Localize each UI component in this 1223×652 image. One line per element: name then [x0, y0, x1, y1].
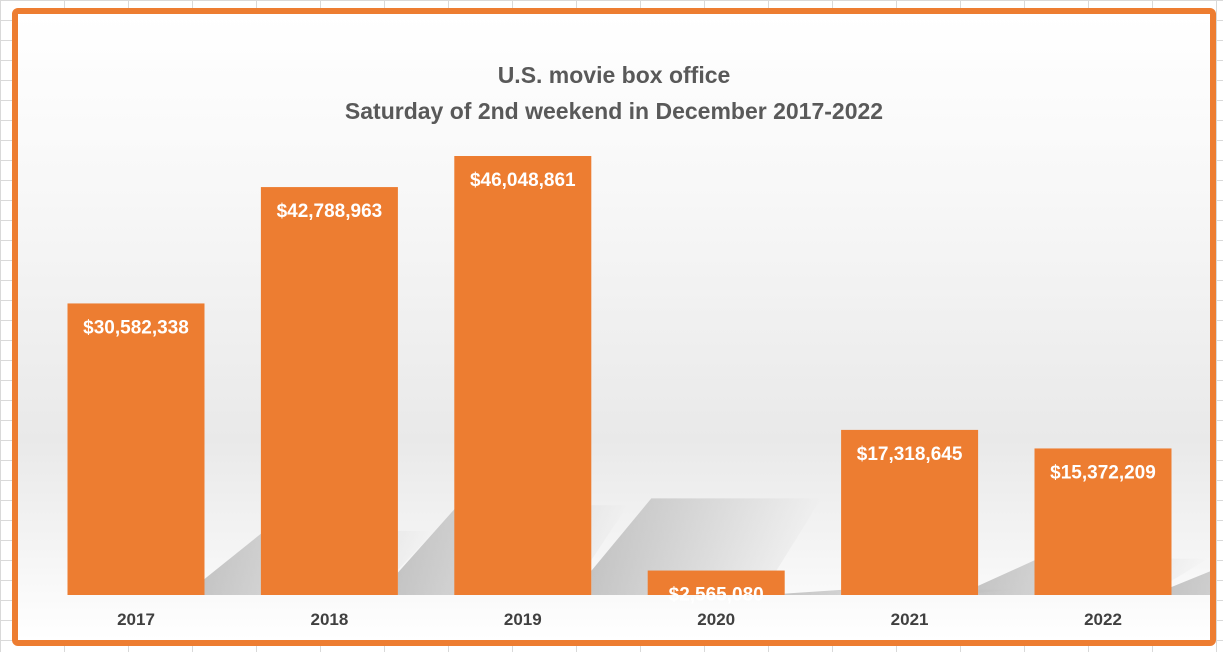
x-tick-label-2018: 2018 [310, 610, 348, 629]
chart-subtitle: Saturday of 2nd weekend in December 2017… [344, 98, 884, 124]
bar-shadow [1171, 571, 1210, 595]
data-label-2017: $30,582,338 [83, 317, 189, 338]
bar-2021[interactable] [841, 429, 979, 595]
data-label-2021: $17,318,645 [857, 444, 963, 465]
x-tick-label-2020: 2020 [697, 610, 735, 629]
data-label-2020: $2,565,080 [669, 585, 764, 606]
data-label-2019: $46,048,861 [470, 170, 576, 191]
x-tick-label-2017: 2017 [117, 610, 155, 629]
plot-area: $30,582,338 $42,788,963 $46,048,861 $2,565,… [67, 156, 1210, 629]
bar-2022[interactable] [1034, 448, 1172, 595]
bar-2020[interactable] [647, 570, 785, 595]
x-tick-label-2021: 2021 [891, 610, 929, 629]
x-tick-label-2019: 2019 [504, 610, 542, 629]
data-label-2018: $42,788,963 [277, 201, 383, 222]
chart-title: U.S. movie box office [497, 62, 731, 88]
x-tick-label-2022: 2022 [1084, 610, 1122, 629]
data-label-2022: $15,372,209 [1050, 462, 1156, 483]
bar-2017[interactable] [67, 303, 205, 595]
chart-area[interactable]: U.S. movie box office Saturday of 2nd we… [12, 8, 1216, 646]
bar-2018[interactable] [260, 187, 398, 595]
bar-2019[interactable] [454, 156, 592, 595]
